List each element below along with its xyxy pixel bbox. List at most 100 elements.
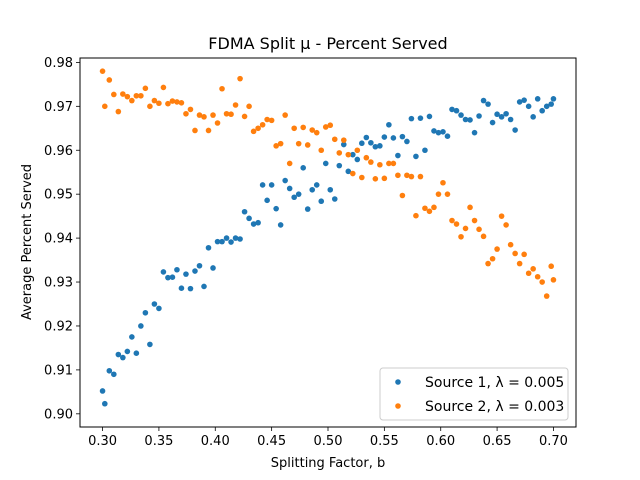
data-point-series-1 [543,103,550,110]
data-point-series-2 [115,108,122,115]
y-tick-label: 0.96 [44,144,73,159]
data-point-series-1 [99,388,106,394]
data-point-series-1 [295,191,302,197]
data-point-series-2 [201,114,207,120]
data-point-series-2 [322,124,329,130]
data-point-series-2 [440,179,446,186]
data-point-series-2 [133,92,140,99]
data-point-series-2 [111,91,117,98]
y-axis-label: Average Percent Served [20,164,35,320]
data-point-series-1 [124,348,131,355]
data-point-series-1 [156,305,162,312]
data-point-series-1 [525,103,532,110]
data-point-series-2 [250,128,257,135]
data-point-series-1 [210,265,216,271]
data-point-series-2 [99,68,106,74]
data-point-series-2 [165,100,171,107]
data-point-series-2 [471,217,478,224]
data-point-series-1 [259,182,266,188]
data-point-series-2 [386,160,392,167]
data-point-series-1 [354,156,361,163]
data-point-series-1 [322,160,329,167]
data-point-series-2 [525,270,532,277]
data-point-series-2 [327,122,334,129]
data-point-series-2 [494,246,500,252]
data-point-series-2 [516,260,523,267]
data-point-series-2 [295,140,302,147]
data-point-series-2 [223,110,230,117]
data-point-series-2 [550,277,557,283]
data-point-series-2 [422,205,428,212]
data-point-series-2 [444,191,451,197]
data-point-series-1 [255,219,261,226]
legend-label-source-1: Source 1, λ = 0.005 [425,375,564,391]
data-point-series-2 [124,93,131,100]
data-point-series-2 [548,263,554,270]
data-point-series-1 [165,274,171,281]
x-tick-label: 0.30 [88,434,117,449]
data-point-series-1 [503,110,509,117]
data-point-series-2 [291,125,297,132]
data-point-series-1 [377,143,383,149]
data-point-series-1 [368,139,374,146]
data-point-series-1 [111,371,117,378]
data-point-series-2 [129,97,135,104]
data-point-series-1 [129,334,135,340]
data-point-series-1 [219,238,225,245]
data-point-series-1 [530,114,536,120]
data-point-series-2 [363,154,370,161]
data-point-series-1 [273,205,279,212]
x-tick-label: 0.70 [539,434,568,449]
data-point-series-2 [273,143,279,149]
data-point-series-1 [489,119,496,126]
x-tick-label: 0.60 [426,434,455,449]
data-point-series-2 [467,204,473,211]
data-point-series-2 [521,251,527,258]
data-point-series-1 [386,121,392,128]
data-point-series-2 [350,170,356,177]
chart-title: FDMA Split μ - Percent Served [208,34,447,53]
data-point-series-1 [196,262,203,269]
data-point-series-2 [169,98,176,104]
data-point-series-2 [431,204,437,211]
data-point-series-1 [417,115,424,121]
data-point-series-1 [232,235,239,241]
data-point-series-2 [151,97,158,104]
data-point-series-1 [106,367,113,374]
data-point-series-2 [277,140,284,147]
x-tick-label: 0.45 [257,434,286,449]
data-point-series-1 [151,301,158,307]
data-point-series-1 [264,197,270,204]
data-point-series-2 [503,222,509,228]
data-point-series-1 [327,186,334,193]
data-point-series-1 [498,114,505,120]
data-point-series-2 [381,175,388,182]
data-point-series-1 [467,117,473,123]
data-point-series-2 [286,160,293,167]
data-point-series-1 [458,112,464,118]
y-axis: 0.90 0.91 0.92 0.93 0.94 0.95 0.96 0.97 0.98 [44,56,80,422]
data-point-series-2 [228,111,234,118]
data-point-series-1 [404,138,410,145]
data-point-series-2 [219,85,225,92]
data-point-series-1 [169,274,176,281]
data-point-series-1 [228,239,234,245]
data-point-series-2 [512,250,518,257]
data-point-series-1 [449,106,455,113]
data-point-series-1 [395,152,401,159]
y-tick-label: 0.90 [44,407,73,422]
data-point-series-1 [390,135,397,141]
data-point-series-2 [390,160,397,167]
data-point-series-1 [147,341,153,348]
data-point-series-2 [255,125,261,132]
data-point-series-2 [426,208,433,215]
data-point-series-2 [178,100,185,106]
plot-area [99,68,557,407]
data-point-series-2 [359,174,365,181]
legend-label-source-2: Source 2, λ = 0.003 [425,399,564,415]
data-point-series-1 [431,128,437,134]
data-point-series-1 [120,354,126,361]
data-point-series-1 [444,133,451,139]
data-point-series-2 [449,217,455,224]
data-point-series-1 [192,268,198,274]
